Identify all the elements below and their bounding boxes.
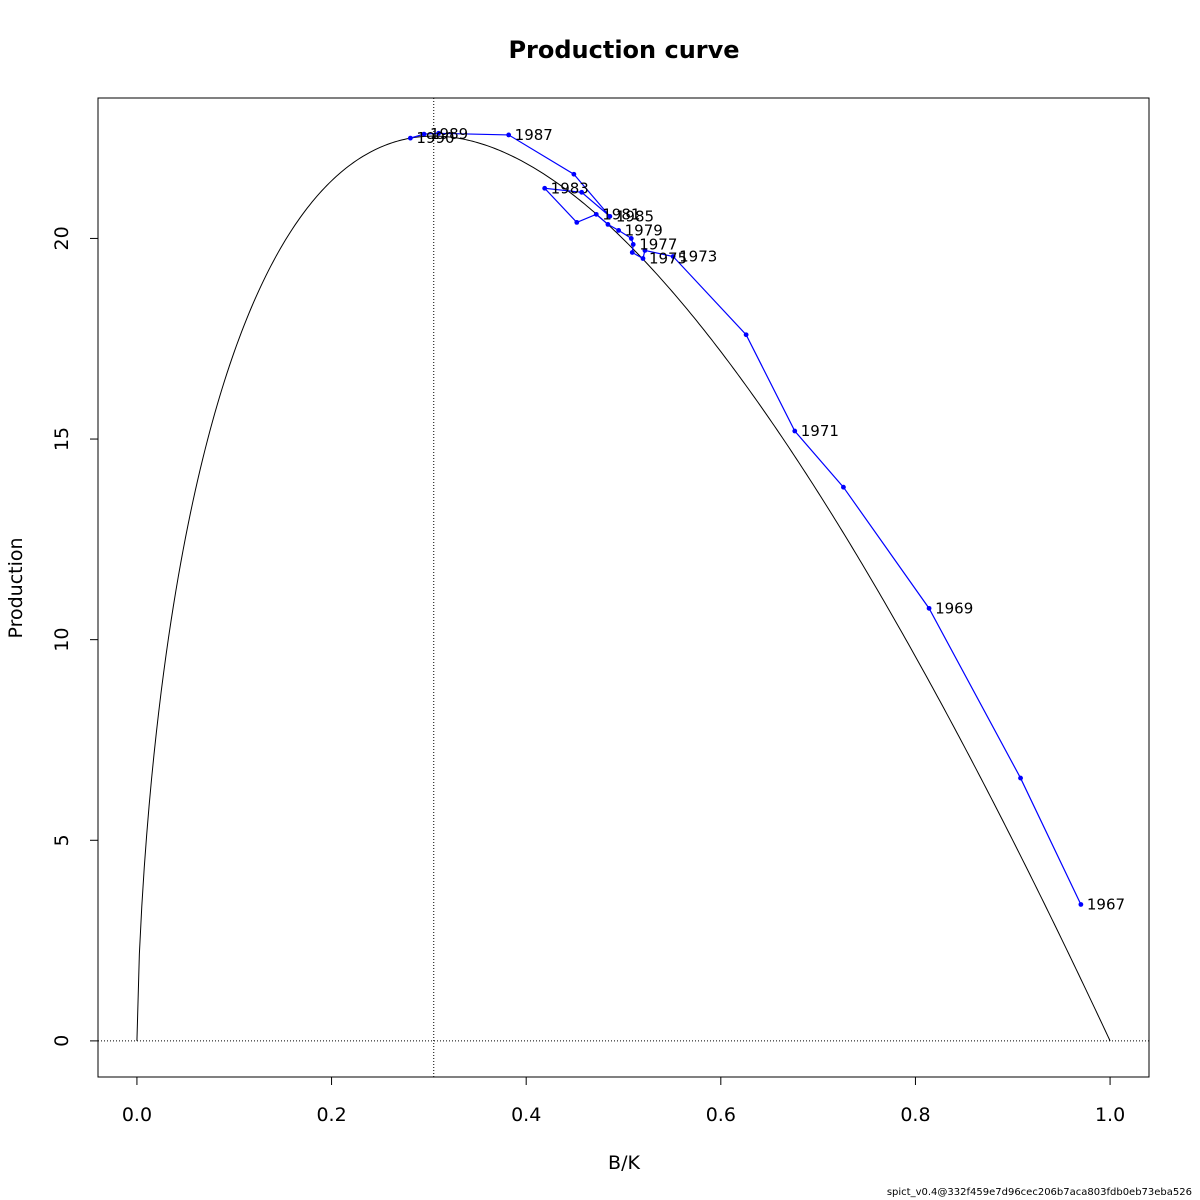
data-point [841,484,846,490]
data-point [1018,775,1023,781]
data-point [640,256,646,261]
data-point [926,605,932,611]
year-label: 1967 [1087,895,1125,913]
year-label: 1981 [602,205,640,223]
x-tick-label: 0.8 [900,1104,930,1126]
plot-frame [97,97,1150,1078]
year-label: 1987 [515,126,553,144]
data-point [607,213,613,219]
year-label: 1990 [416,129,454,147]
year-label: 1979 [625,221,663,239]
data-point [574,219,580,225]
production-curve-line [136,135,1111,1042]
x-tick-label: 0.0 [122,1104,152,1126]
data-point [593,211,599,217]
year-label: 1971 [801,422,839,440]
data-point [792,428,798,434]
year-label: 1983 [551,179,589,197]
version-footer: spict_v0.4@332f459e7d96cec206b7aca803fdb… [886,1187,1192,1198]
data-point [579,189,585,195]
data-point [628,236,634,241]
y-tick-label: 10 [51,628,73,652]
x-axis: 0.0 0.2 0.4 0.6 0.8 1.0 [122,1076,1125,1126]
y-axis-label: Production [5,537,27,638]
y-tick-label: 15 [51,427,73,451]
data-point [630,242,636,247]
chart-title: Production curve [508,36,739,64]
data-point [506,132,512,138]
data-point [1078,902,1084,907]
year-label: 1975 [649,249,687,267]
data-point [436,130,442,136]
year-label: 1985 [616,207,654,225]
y-tick-label: 20 [51,226,73,250]
data-point [743,332,749,338]
data-point [642,248,648,253]
data-point [407,135,413,141]
y-tick-label: 0 [51,1035,73,1047]
y-tick-label: 5 [51,834,73,846]
data-point [421,131,427,137]
x-tick-label: 0.6 [706,1104,736,1126]
data-point [571,171,577,177]
data-point [605,221,611,227]
data-point [542,185,548,191]
data-point [629,250,635,255]
data-point [616,228,622,233]
estimated-production-line [410,132,1082,905]
data-point [670,254,676,259]
year-label: 1973 [679,247,717,265]
year-label: 1989 [430,125,468,143]
x-tick-label: 1.0 [1095,1104,1125,1126]
year-label: 1977 [639,235,677,253]
x-tick-label: 0.2 [316,1104,346,1126]
year-label: 1969 [935,599,973,617]
x-tick-label: 0.4 [511,1104,541,1126]
y-axis: 0 5 10 15 20 [51,226,99,1047]
x-axis-label: B/K [608,1152,640,1174]
theoretical-curve-layer [136,135,1111,1042]
reference-lines-layer [98,98,1149,1077]
